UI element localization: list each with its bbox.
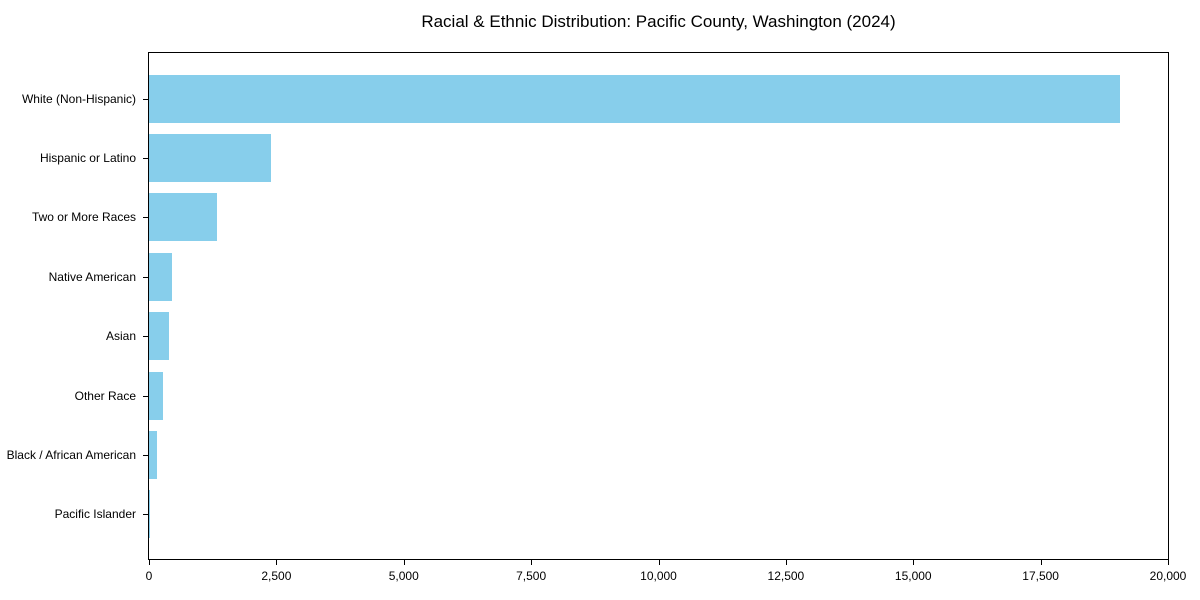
bar-row: Asian xyxy=(106,307,1168,366)
x-axis-tick-label: 17,500 xyxy=(1022,569,1059,583)
y-axis-tick-mark xyxy=(143,158,149,160)
bar-row: Native American xyxy=(49,247,1168,306)
y-axis-tick-mark xyxy=(143,395,149,397)
plot-area: White (Non-Hispanic) Hispanic or Latino Tw… xyxy=(7,52,1186,583)
y-axis-category-label: Two or More Races xyxy=(31,210,136,225)
x-axis-tick-mark xyxy=(658,559,660,565)
bar-row: Two or More Races xyxy=(32,188,1168,247)
y-axis-tick-mark xyxy=(143,217,149,219)
bar xyxy=(149,490,150,539)
y-axis-category-label: Native American xyxy=(48,269,136,284)
y-axis-category-label: Pacific Islander xyxy=(54,507,136,522)
bar-row: White (Non-Hispanic) xyxy=(22,69,1168,128)
x-axis-tick-mark xyxy=(276,559,278,565)
x-axis-tick-label: 5,000 xyxy=(388,569,419,583)
x-axis-tick-mark xyxy=(1040,559,1042,565)
x-axis-tick-label: 2,500 xyxy=(261,569,292,583)
y-axis-category-label: White (Non-Hispanic) xyxy=(21,91,136,106)
bar xyxy=(149,193,217,242)
x-axis-tick-mark xyxy=(913,559,915,565)
x-axis-tick-mark xyxy=(149,559,150,565)
x-axis-tick-label: 10,000 xyxy=(640,569,677,583)
x-axis-tick-label: 12,500 xyxy=(767,569,805,583)
chart-title: Racial & Ethnic Distribution: Pacific Co… xyxy=(421,12,896,31)
y-axis-category-label: Asian xyxy=(105,329,136,344)
bar xyxy=(149,74,1120,123)
y-axis-category-label: Black / African American xyxy=(6,447,136,462)
y-axis-category-label: Other Race xyxy=(74,388,136,403)
x-axis-tick-mark xyxy=(1168,559,1169,565)
y-axis-tick-mark xyxy=(143,336,149,338)
x-axis-tick-label: 15,000 xyxy=(894,569,932,583)
x-axis-tick-mark xyxy=(531,559,533,565)
bar xyxy=(149,371,163,420)
bar xyxy=(149,252,172,301)
x-axis-tick-label: 7,500 xyxy=(516,569,547,583)
y-axis-tick-mark xyxy=(143,454,149,456)
x-axis-tick-mark xyxy=(403,559,405,565)
bar-row: Other Race xyxy=(75,366,1168,425)
y-axis-tick-mark xyxy=(143,276,149,278)
y-axis-tick-mark xyxy=(143,514,149,516)
x-axis-tick-label: 20,000 xyxy=(1149,569,1187,583)
bar-row: Hispanic or Latino xyxy=(40,128,1168,187)
y-axis-tick-mark xyxy=(143,98,149,100)
x-axis-tick-mark xyxy=(785,559,787,565)
bar xyxy=(149,312,170,361)
bar-row: Pacific Islander xyxy=(55,485,1168,544)
bar xyxy=(149,134,272,183)
bar-row: Black / African American xyxy=(7,425,1168,484)
bar xyxy=(149,430,157,479)
y-axis-category-label: Hispanic or Latino xyxy=(39,151,136,166)
bar-rows-container: White (Non-Hispanic) Hispanic or Latino Tw… xyxy=(7,53,1168,559)
x-axis-tick-label: 0 xyxy=(145,569,153,583)
